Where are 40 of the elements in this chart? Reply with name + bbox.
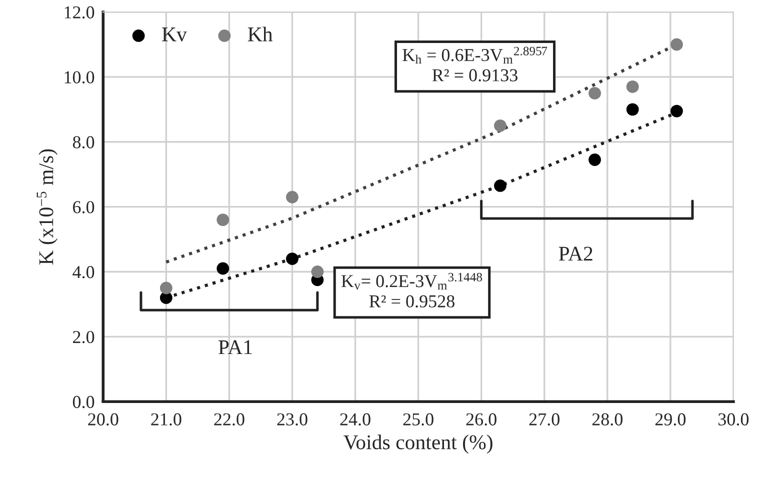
annotation: K$_{v}$= 0.2E-3V$_{m}$$^{3.1448}$ R² = 0.9528 (341, 272, 482, 308)
x-tick-label: 25.0 (403, 413, 434, 426)
x-tick-label: 23.0 (277, 413, 308, 426)
point (494, 180, 506, 192)
point (588, 154, 601, 166)
x-tick-label: 30.0 (718, 413, 749, 426)
x-tick-label: 21.0 (151, 413, 182, 426)
x-tick-label: 20.0 (88, 413, 118, 426)
point (311, 266, 324, 278)
x-tick-label: 28.0 (592, 413, 622, 426)
y-tick-label: 8.0 (72, 136, 94, 148)
point (670, 38, 683, 51)
point (216, 262, 230, 275)
legend-label: Kh (248, 26, 273, 42)
point (626, 103, 639, 116)
point (670, 104, 683, 118)
x-tick-label: 24.0 (340, 413, 370, 426)
legend-label: Kv (162, 28, 187, 42)
point (626, 80, 639, 93)
x-tick-label: 22.0 (214, 413, 244, 426)
y-axis-title: K (x10$^{−5}$ m/s) (36, 149, 58, 265)
y-tick-label: 0.0 (72, 396, 94, 408)
point (286, 252, 298, 265)
y-tick-label: 6.0 (73, 201, 94, 214)
x-tick-label: 29.0 (655, 413, 686, 426)
y-tick-label: 2.0 (73, 330, 94, 344)
point (588, 86, 601, 100)
annotation: PA1 (218, 340, 252, 354)
x-axis-title: Voids content (%) (343, 434, 492, 454)
x-tick-label: 26.0 (466, 413, 496, 426)
y-tick-label: 10.0 (64, 71, 94, 84)
y-tick-label: 4.0 (72, 266, 94, 278)
point (494, 119, 506, 132)
annotation: PA2 (558, 246, 592, 261)
annotation: K$_{h}$ = 0.6E-3V$_{m}$$^{2.8957}$ R² = 0.9133 (402, 46, 548, 82)
point (160, 282, 172, 294)
point (286, 190, 298, 204)
point (216, 214, 230, 226)
y-tick-label: 12.0 (64, 6, 94, 19)
x-tick-label: 27.0 (529, 413, 560, 426)
